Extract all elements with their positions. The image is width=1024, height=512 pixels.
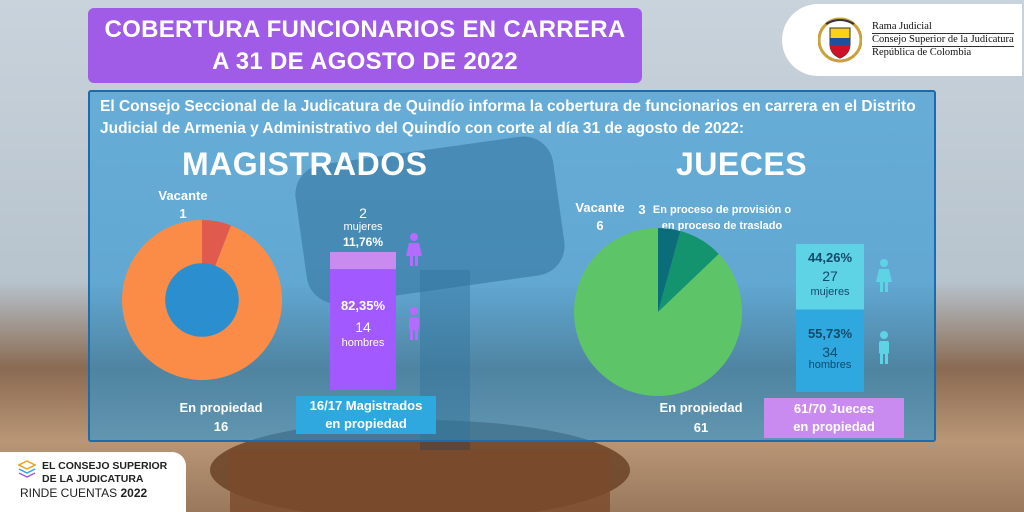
footer-line-1: EL CONSEJO SUPERIOR [42,460,168,472]
magistrados-donut-chart [122,220,282,380]
male-icon [879,331,889,364]
logo-rama-judicial: Rama Judicial Consejo Superior de la Jud… [782,4,1022,76]
pie-slice-vacante [658,231,719,312]
jueces-summary-line-1: 61/70 Jueces [793,401,875,416]
jueces-hombres-pct: 55,73% [807,326,853,341]
title-line-2: A 31 DE AGOSTO DE 2022 [212,47,518,75]
magistrados-mujeres-pct: 11,76% [342,235,384,249]
bar-segment-hombres [796,309,864,392]
jueces-summary-box: 61/70 Jueces en propiedad [764,398,904,438]
jueces-hombres-count: 34 [822,344,838,360]
magistrados-hombres-word: hombres [341,337,385,349]
magistrados-vacante-label: Vacante [158,188,208,203]
magistrados-heading: MAGISTRADOS [182,146,428,182]
footer-year: 2022 [120,486,148,500]
jueces-vacante-label: Vacante [575,200,625,215]
jueces-mujeres-count: 27 [822,268,838,284]
magistrados-summary-line-1: 16/17 Magistrados [309,398,423,413]
female-icon [876,259,892,292]
rinde-cuentas-badge: EL CONSEJO SUPERIOR DE LA JUDICATURA RIN… [0,452,186,512]
logo-line-3: República de Colombia [872,47,972,58]
female-icon [406,233,422,266]
footer-line-2: DE LA JUDICATURA [42,473,144,485]
jueces-summary-line-2: en propiedad [793,419,875,434]
magistrados-propiedad-label: En propiedad [179,400,263,415]
title-line-1: COBERTURA FUNCIONARIOS EN CARRERA [104,15,626,43]
magistrados-hombres-count: 14 [355,319,371,335]
magistrados-hombres-pct: 82,35% [340,298,386,313]
jueces-pie-chart [574,228,742,396]
magistrados-summary-box: 16/17 Magistrados en propiedad [296,396,436,434]
jueces-proceso-value: 3 [638,202,646,217]
jueces-proceso-line-2: en proceso de traslado [661,220,783,232]
stack-icon [18,460,36,478]
jueces-stacked-bar [796,244,864,392]
jueces-heading: JUECES [676,146,808,182]
magistrados-mujeres-count: 2 [359,205,367,221]
jueces-propiedad-label: En propiedad [659,400,743,415]
magistrados-summary-line-2: en propiedad [325,416,407,431]
footer-rinde-cuentas: RINDE CUENTAS [20,486,118,500]
magistrados-stacked-bar [330,252,396,390]
bar-segment-mujeres [796,244,864,310]
magistrados-mujeres-word: mujeres [343,221,383,233]
jueces-hombres-word: hombres [808,359,852,371]
jueces-proceso-line-1: En proceso de provisión o [652,204,792,216]
title-banner: COBERTURA FUNCIONARIOS EN CARRERA A 31 D… [88,8,642,83]
magistrados-vacante-value: 1 [179,206,187,221]
jueces-vacante-value: 6 [596,218,604,233]
shield-icon [818,17,862,63]
logo-line-1: Rama Judicial [872,21,932,32]
pie-slice-en-proceso-de-provisi-n-o-en-proceso-de-traslado [658,228,681,312]
footer-line-3: RINDE CUENTAS 2022 [20,486,186,500]
jueces-propiedad-value: 61 [693,420,709,435]
male-icon [409,307,419,340]
intro-text: El Consejo Seccional de la Judicatura de… [100,98,916,137]
bar-segment-mujeres [330,252,396,270]
bar-segment-hombres [330,269,396,390]
donut-hole [165,263,239,337]
jueces-mujeres-pct: 44,26% [807,250,853,265]
logo-line-2: Consejo Superior de la Judicatura [872,33,1014,47]
magistrados-propiedad-value: 16 [213,419,229,434]
logo-text: Rama Judicial Consejo Superior de la Jud… [872,21,1014,59]
jueces-mujeres-word: mujeres [810,286,850,298]
